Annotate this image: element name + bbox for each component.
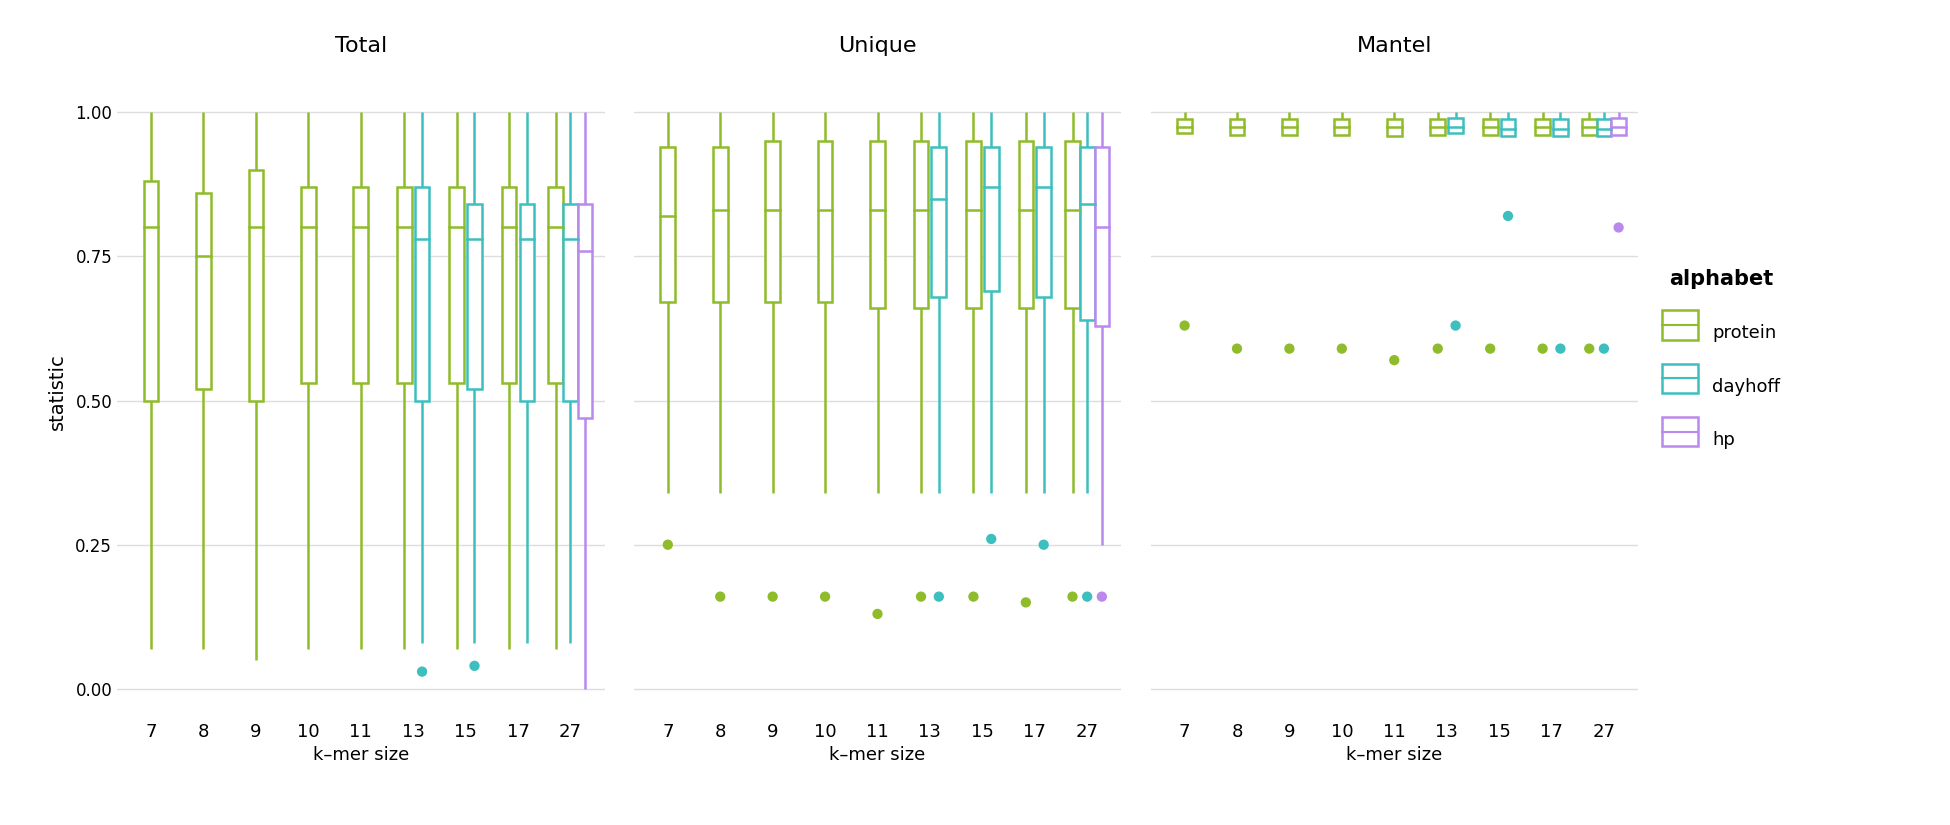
- Title: Mantel: Mantel: [1357, 36, 1431, 56]
- Bar: [353, 187, 369, 384]
- Point: [1086, 590, 1117, 603]
- Point: [1422, 342, 1453, 356]
- Bar: [1065, 141, 1080, 309]
- Point: [1028, 538, 1059, 551]
- Bar: [398, 187, 411, 384]
- Bar: [1581, 119, 1597, 135]
- Title: Unique: Unique: [838, 36, 916, 56]
- Bar: [248, 170, 263, 400]
- Bar: [300, 187, 316, 384]
- X-axis label: k–mer size: k–mer size: [312, 746, 410, 764]
- Point: [1574, 342, 1605, 356]
- Bar: [1482, 119, 1498, 135]
- Bar: [915, 141, 928, 309]
- Point: [704, 590, 735, 603]
- Point: [809, 590, 840, 603]
- Bar: [661, 147, 675, 303]
- Bar: [1281, 119, 1297, 135]
- Bar: [468, 205, 482, 389]
- Bar: [1334, 119, 1349, 135]
- Point: [1057, 590, 1088, 603]
- Point: [1439, 319, 1470, 332]
- Point: [922, 590, 954, 603]
- Bar: [870, 141, 885, 309]
- Bar: [577, 205, 593, 417]
- Bar: [1230, 119, 1244, 135]
- Bar: [1386, 119, 1402, 136]
- Bar: [1094, 147, 1110, 326]
- Bar: [1178, 119, 1191, 134]
- Bar: [1449, 118, 1462, 134]
- Bar: [548, 187, 564, 384]
- Bar: [764, 141, 780, 303]
- Bar: [1431, 119, 1445, 135]
- Bar: [519, 205, 534, 400]
- Bar: [1080, 147, 1094, 320]
- Bar: [1611, 118, 1626, 135]
- Bar: [714, 147, 727, 303]
- Bar: [1018, 141, 1034, 309]
- Bar: [817, 141, 833, 303]
- Bar: [985, 147, 998, 291]
- Point: [957, 590, 989, 603]
- Point: [1379, 354, 1410, 367]
- Point: [651, 538, 682, 551]
- X-axis label: k–mer size: k–mer size: [829, 746, 926, 764]
- Point: [1527, 342, 1558, 356]
- Point: [757, 590, 788, 603]
- Point: [1603, 221, 1634, 234]
- Point: [458, 659, 489, 672]
- Bar: [1035, 147, 1051, 297]
- Point: [1168, 319, 1199, 332]
- Bar: [965, 141, 981, 309]
- Point: [1221, 342, 1252, 356]
- Bar: [1552, 119, 1568, 136]
- Bar: [564, 205, 577, 400]
- Point: [1072, 590, 1104, 603]
- Point: [1589, 342, 1620, 356]
- Point: [862, 607, 893, 620]
- Point: [975, 532, 1006, 545]
- Point: [1544, 342, 1576, 356]
- Title: Total: Total: [335, 36, 386, 56]
- Bar: [144, 182, 158, 400]
- Bar: [1597, 119, 1611, 136]
- Legend: protein, dayhoff, hp: protein, dayhoff, hp: [1661, 269, 1780, 450]
- Bar: [415, 187, 429, 400]
- Y-axis label: statistic: statistic: [49, 353, 66, 431]
- Bar: [197, 193, 211, 389]
- Bar: [932, 147, 946, 297]
- Point: [905, 590, 936, 603]
- Point: [1326, 342, 1357, 356]
- Point: [1273, 342, 1305, 356]
- Point: [1492, 210, 1523, 223]
- Bar: [1502, 119, 1515, 136]
- Point: [406, 665, 437, 678]
- Bar: [1535, 119, 1550, 135]
- X-axis label: k–mer size: k–mer size: [1346, 746, 1443, 764]
- Point: [1474, 342, 1505, 356]
- Point: [1010, 596, 1041, 609]
- Bar: [501, 187, 517, 384]
- Bar: [448, 187, 464, 384]
